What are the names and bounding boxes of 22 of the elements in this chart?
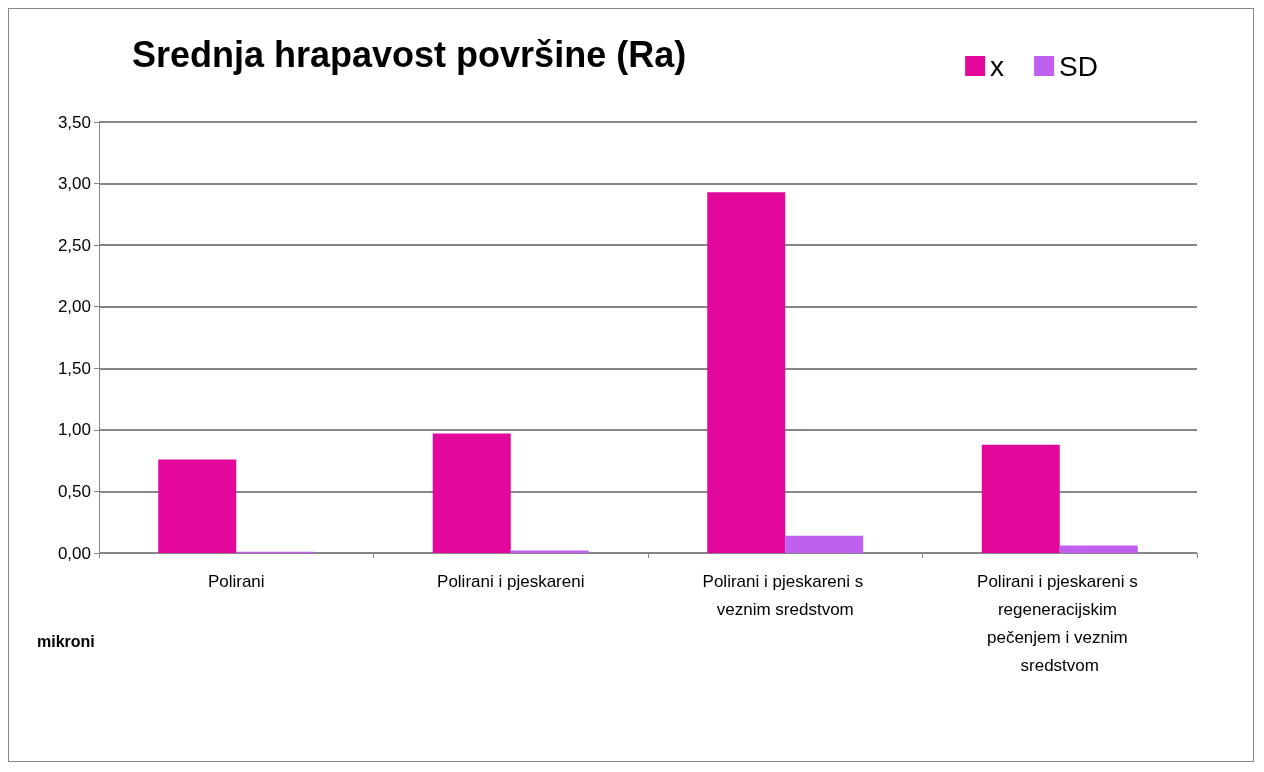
y-tick-label: 2,00 [57, 297, 91, 317]
y-tick-label: 3,00 [57, 174, 91, 194]
y-tick-label: 0,00 [57, 543, 91, 563]
y-axis-title: mikroni [37, 632, 95, 650]
bar [1059, 545, 1138, 553]
legend-label: SD [1059, 50, 1099, 82]
y-tick-label: 3,50 [57, 112, 91, 132]
x-tick-label: Polirani [207, 571, 265, 591]
bar [981, 444, 1060, 553]
x-tick-label: Polirani i pjeskareni s veznim sredstvom [702, 571, 868, 619]
legend-label: x [990, 50, 1005, 82]
chart-title: Srednja hrapavost površine (Ra) [132, 33, 687, 75]
bar [158, 459, 237, 553]
y-tick-label: 1,50 [57, 358, 91, 378]
bar [785, 535, 864, 553]
y-tick-label: 1,00 [57, 420, 91, 440]
bar [432, 433, 511, 553]
y-tick-label: 0,50 [57, 481, 91, 501]
y-tick-label: 2,50 [57, 235, 91, 255]
x-tick-label: Polirani i pjeskareni [437, 571, 585, 591]
bar [707, 192, 786, 553]
x-tick-label: Polirani i pjeskareni s regeneracijskim pečenjem i veznim sredstvom [977, 571, 1143, 675]
